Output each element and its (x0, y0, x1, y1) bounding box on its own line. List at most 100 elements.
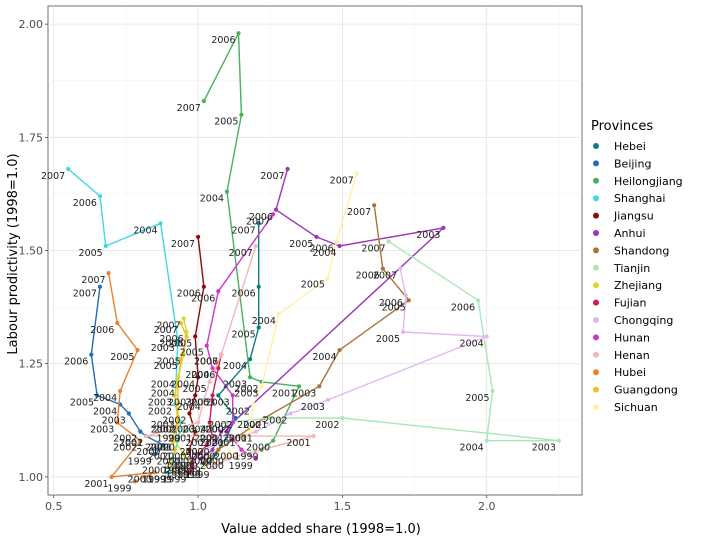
data-point (172, 393, 178, 398)
data-point (201, 98, 206, 104)
point-label: 2005 (70, 397, 94, 408)
legend-key (593, 282, 599, 289)
point-label: 2006 (177, 289, 201, 300)
data-point (285, 166, 290, 172)
point-label: 2007 (81, 275, 105, 286)
x-tick-label: 1.0 (189, 500, 207, 513)
data-point (256, 221, 261, 226)
data-point (556, 438, 562, 443)
legend-label: Fujian (614, 297, 647, 310)
data-point (398, 266, 403, 271)
point-label: 1999 (165, 461, 189, 472)
legend-label: Sichuan (614, 401, 658, 414)
point-label: 2003 (171, 425, 195, 436)
x-tick-label: 1.5 (334, 500, 352, 513)
point-label: 2004 (171, 379, 195, 390)
data-point (236, 31, 241, 36)
point-label: 2006 (191, 370, 215, 381)
legend-label: Beijing (614, 157, 651, 170)
point-label: 2007 (156, 320, 180, 331)
legend-key (593, 404, 599, 410)
point-label: 2001 (148, 443, 172, 454)
point-label: 2003 (185, 438, 209, 449)
data-point (325, 397, 331, 403)
data-point (207, 379, 212, 384)
data-point (152, 452, 157, 457)
data-point (187, 461, 192, 466)
point-label: 1999 (128, 456, 152, 467)
point-label: 2001 (194, 434, 218, 445)
legend-key (593, 230, 599, 236)
legend-label: Shandong (614, 244, 669, 257)
point-label: 2007 (330, 176, 354, 187)
data-point (181, 316, 186, 321)
point-label: 2001 (211, 438, 235, 449)
point-label: 2003 (532, 443, 556, 454)
data-point (195, 375, 201, 380)
point-label: 2000 (185, 447, 209, 458)
point-label: 2004 (177, 402, 201, 413)
data-point (325, 275, 331, 280)
data-point (109, 474, 114, 479)
point-label: 2005 (382, 302, 406, 313)
data-point (115, 320, 120, 326)
point-label: 2004 (182, 425, 206, 436)
data-point (216, 366, 221, 371)
point-label: 2001 (286, 438, 310, 449)
point-label: 2003 (416, 230, 440, 241)
legend-label: Anhui (614, 227, 646, 240)
point-label: 2002 (206, 425, 230, 436)
data-point (224, 456, 230, 461)
point-label: 2000 (200, 461, 224, 472)
point-label: 1999 (185, 470, 209, 481)
point-label: 2003 (151, 420, 175, 431)
point-label: 2006 (309, 243, 333, 254)
point-label: 2001 (272, 388, 296, 399)
data-point (406, 298, 411, 303)
point-label: 2001 (200, 434, 224, 445)
legend-label: Henan (614, 349, 650, 362)
x-tick-label: 0.5 (45, 500, 63, 513)
point-label: 2007 (347, 207, 371, 218)
data-point (201, 397, 206, 403)
legend-title: Provinces (591, 119, 653, 134)
data-point (271, 438, 276, 443)
legend-key (593, 212, 599, 219)
point-label: 2006 (232, 289, 256, 300)
point-label: 2007 (246, 216, 270, 227)
data-point (195, 234, 201, 240)
data-point (193, 429, 198, 434)
data-point (337, 348, 342, 353)
point-label: 1999 (177, 470, 201, 481)
point-label: 2006 (194, 357, 218, 368)
data-point (490, 388, 495, 393)
data-point (190, 461, 195, 466)
data-point (247, 357, 253, 362)
point-label: 2000 (188, 456, 212, 467)
data-point (175, 438, 180, 443)
point-label: 2007 (232, 225, 256, 236)
point-label: 2002 (315, 420, 339, 431)
point-label: 1999 (162, 474, 186, 485)
point-label: 2004 (200, 194, 224, 205)
legend-key (593, 247, 599, 254)
data-point (207, 420, 212, 425)
point-label: 2005 (376, 334, 400, 345)
point-label: 2005 (154, 361, 178, 372)
point-label: 2006 (451, 302, 475, 313)
point-label: 2001 (148, 452, 172, 463)
point-label: 2007 (177, 103, 201, 114)
y-tick-label: 1.00 (19, 471, 44, 484)
point-label: 2005 (214, 117, 238, 128)
data-point (219, 352, 224, 357)
data-point (181, 452, 186, 457)
point-label: 2002 (206, 425, 230, 436)
data-point (126, 411, 131, 416)
point-label: 2000 (200, 425, 224, 436)
legend-key (593, 351, 599, 358)
point-label: 2000 (142, 465, 166, 476)
data-point (210, 366, 215, 371)
point-label: 2001 (168, 434, 192, 445)
point-label: 2000 (128, 474, 152, 485)
